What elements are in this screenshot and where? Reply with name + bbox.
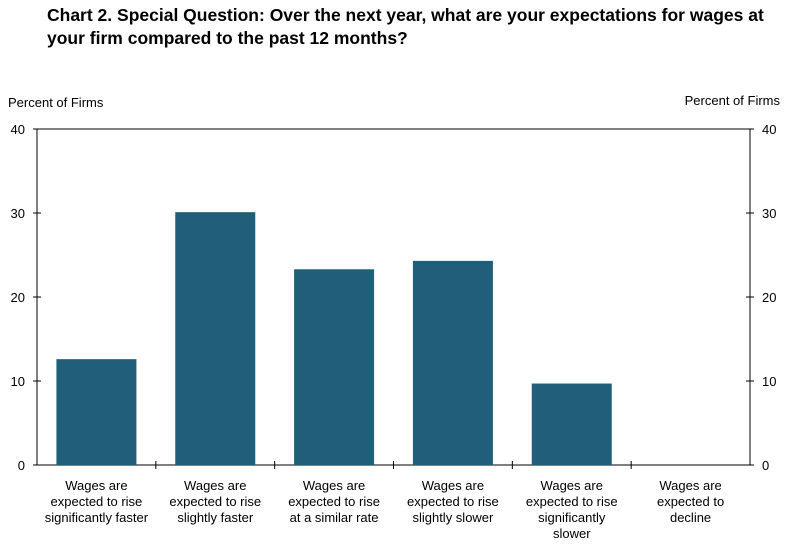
y-tick-label-left: 40 [11, 122, 25, 137]
x-tick-label: Wages are [422, 478, 484, 493]
x-tick-label: expected to [657, 494, 724, 509]
x-tick-label: significantly faster [45, 510, 149, 525]
x-tick-label: Wages are [303, 478, 365, 493]
y-axis-label-right: Percent of Firms [685, 93, 781, 108]
y-tick-label-right: 30 [762, 206, 776, 221]
x-tick-label: expected to rise [526, 494, 618, 509]
bar [294, 269, 375, 465]
y-tick-label-right: 10 [762, 374, 776, 389]
y-tick-label-right: 20 [762, 290, 776, 305]
bar [531, 383, 612, 465]
x-tick-label: expected to rise [169, 494, 261, 509]
y-tick-label-left: 10 [11, 374, 25, 389]
y-tick-label-left: 20 [11, 290, 25, 305]
y-tick-label-right: 40 [762, 122, 776, 137]
x-tick-label: slightly slower [412, 510, 494, 525]
x-tick-label: slightly faster [177, 510, 254, 525]
x-tick-label: Wages are [659, 478, 721, 493]
y-tick-label-left: 0 [18, 458, 25, 473]
plot-frame [36, 128, 751, 466]
bar [56, 359, 137, 465]
y-tick-label-left: 30 [11, 206, 25, 221]
x-tick-label: Wages are [184, 478, 246, 493]
x-tick-label: decline [670, 510, 711, 525]
x-tick-label: Wages are [541, 478, 603, 493]
bar [175, 212, 256, 465]
x-tick-label: expected to rise [407, 494, 499, 509]
x-tick-label: Wages are [65, 478, 127, 493]
x-tick-label: expected to rise [51, 494, 143, 509]
bar [412, 260, 493, 465]
chart-title-line-2: your firm compared to the past 12 months… [47, 28, 408, 48]
x-tick-label: expected to rise [288, 494, 380, 509]
x-tick-label: significantly [538, 510, 606, 525]
chart-title: Chart 2. Special Question: Over the next… [47, 4, 767, 50]
y-tick-label-right: 0 [762, 458, 769, 473]
x-tick-label: at a similar rate [290, 510, 379, 525]
x-tick-label: slower [553, 526, 591, 541]
y-axis-label-left: Percent of Firms [8, 95, 104, 110]
chart-title-line-1: Chart 2. Special Question: Over the next… [47, 5, 764, 25]
